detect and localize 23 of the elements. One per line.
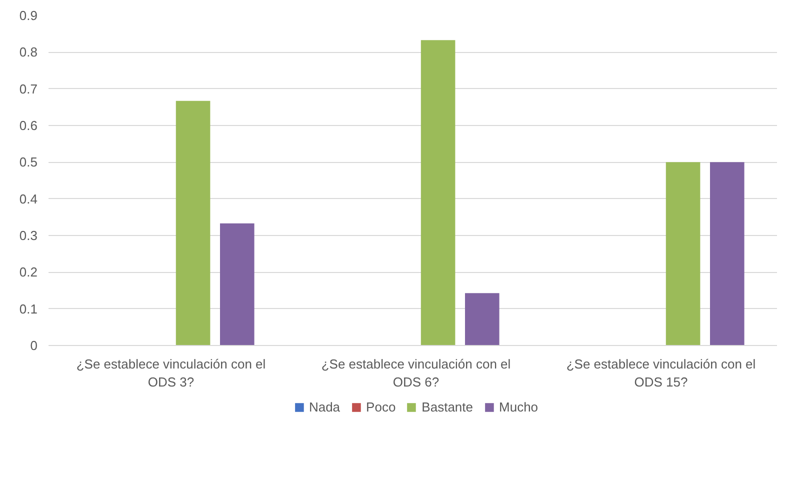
legend-label: Bastante (422, 400, 474, 414)
y-tick-label: 0.3 (19, 228, 38, 243)
y-tick-label: 0.1 (19, 301, 38, 316)
bar (176, 100, 210, 346)
bar (666, 162, 700, 346)
legend-label: Mucho (499, 400, 538, 414)
y-tick-label: 0.6 (19, 118, 38, 133)
y-tick-label: 0.5 (19, 154, 38, 170)
bar (465, 293, 500, 346)
y-tick-label: 0.9 (19, 8, 38, 23)
y-tick-label: 0.7 (19, 81, 38, 96)
legend-label: Poco (366, 400, 396, 414)
legend-label: Nada (308, 400, 340, 414)
bar (420, 40, 456, 346)
y-tick-label: 0.8 (19, 44, 38, 60)
y-tick-label: 0.2 (19, 264, 38, 280)
x-tick-label: ¿Se establece vinculación con el ODS 3? (76, 356, 266, 390)
bar (710, 162, 744, 346)
y-tick-label: 0 (30, 338, 38, 353)
bar (220, 223, 254, 346)
x-tick-label: ¿Se establece vinculación con el ODS 15? (566, 356, 756, 390)
y-tick-label: 0.4 (19, 191, 38, 206)
x-tick-label: ¿Se establece vinculación con el ODS 6? (321, 356, 511, 390)
